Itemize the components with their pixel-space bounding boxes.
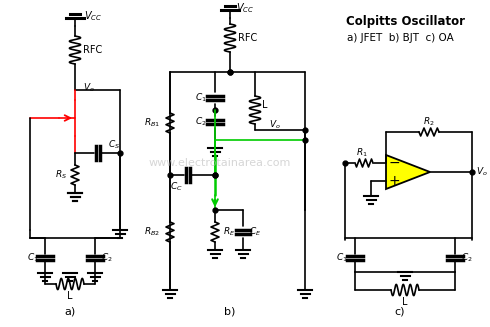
Polygon shape (386, 155, 430, 189)
Text: L: L (262, 100, 268, 110)
Text: $R_{B1}$: $R_{B1}$ (144, 117, 160, 129)
Text: $C_C$: $C_C$ (170, 181, 182, 193)
Text: a) JFET  b) BJT  c) OA: a) JFET b) BJT c) OA (346, 33, 453, 43)
Text: $C_2$: $C_2$ (461, 252, 473, 264)
Text: L: L (402, 297, 408, 307)
Text: $R_2$: $R_2$ (423, 116, 435, 128)
Text: $C_2$: $C_2$ (195, 116, 207, 128)
Text: $C_S$: $C_S$ (108, 139, 120, 151)
Text: $C_E$: $C_E$ (249, 226, 261, 238)
Text: +: + (388, 174, 400, 188)
Text: $R_{B2}$: $R_{B2}$ (144, 226, 160, 238)
Text: $C_1$: $C_1$ (195, 92, 207, 104)
Text: $R_E$: $R_E$ (223, 226, 235, 238)
Text: $C_2$: $C_2$ (101, 252, 113, 264)
Text: RFC: RFC (238, 33, 258, 43)
Text: $R_1$: $R_1$ (356, 147, 368, 159)
Text: c): c) (395, 307, 405, 317)
Text: $C_1$: $C_1$ (336, 252, 348, 264)
Text: $C_1$: $C_1$ (27, 252, 39, 264)
Text: $V_o$: $V_o$ (476, 166, 488, 178)
Text: Colpitts Oscillator: Colpitts Oscillator (345, 15, 465, 28)
Text: L: L (67, 291, 73, 301)
Text: $V_o$: $V_o$ (83, 82, 95, 94)
Text: RFC: RFC (83, 45, 102, 55)
Text: −: − (388, 156, 400, 170)
Text: b): b) (224, 307, 236, 317)
Text: $R_S$: $R_S$ (55, 169, 67, 181)
Text: $V_{CC}$: $V_{CC}$ (236, 1, 254, 15)
Text: a): a) (64, 307, 75, 317)
Text: $V_o$: $V_o$ (269, 119, 281, 131)
Text: www.electrotainarea.com: www.electrotainarea.com (149, 158, 291, 168)
Text: $V_{CC}$: $V_{CC}$ (84, 9, 102, 23)
